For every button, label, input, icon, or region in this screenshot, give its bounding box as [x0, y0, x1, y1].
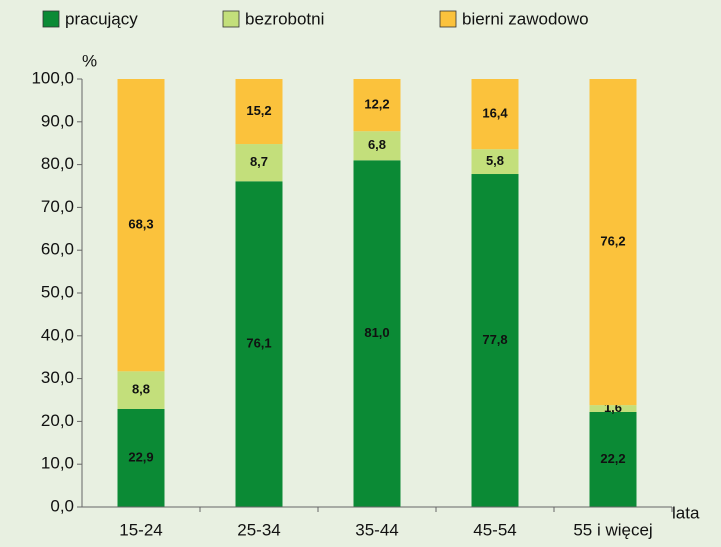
y-tick-label: 0,0 — [50, 496, 74, 515]
data-label: 12,2 — [364, 97, 389, 112]
legend-label: bezrobotni — [245, 9, 324, 28]
bar-segment — [117, 371, 165, 409]
y-tick-label: 70,0 — [41, 197, 74, 216]
bar-segment — [117, 79, 165, 372]
data-label: 76,2 — [600, 234, 625, 249]
y-tick-label: 40,0 — [41, 325, 74, 344]
data-label: 76,1 — [246, 336, 271, 351]
data-label: 16,4 — [482, 106, 508, 121]
y-tick-label: 20,0 — [41, 411, 74, 430]
data-label: 22,2 — [600, 451, 625, 466]
y-tick-label: 80,0 — [41, 154, 74, 173]
data-label: 77,8 — [482, 332, 507, 347]
bar-segment — [235, 181, 283, 508]
y-tick-label: 60,0 — [41, 240, 74, 259]
bar-segment — [589, 405, 637, 412]
y-axis-label: % — [82, 51, 97, 70]
y-tick-label: 30,0 — [41, 368, 74, 387]
x-tick-label: 55 i więcej — [573, 520, 652, 539]
bar-segment — [471, 79, 519, 150]
data-label: 68,3 — [128, 217, 153, 232]
x-axis-label: lata — [672, 503, 700, 522]
legend-label: pracujący — [65, 9, 138, 28]
bar-segment — [353, 160, 401, 507]
x-tick-label: 15-24 — [119, 520, 162, 539]
y-tick-label: 50,0 — [41, 282, 74, 301]
bar-segment — [589, 79, 637, 406]
bar-segment — [471, 149, 519, 175]
y-tick-label: 10,0 — [41, 454, 74, 473]
x-tick-label: 35-44 — [355, 520, 398, 539]
x-tick-label: 45-54 — [473, 520, 516, 539]
legend-swatch — [42, 10, 60, 28]
data-label: 5,8 — [486, 153, 504, 168]
bar-segment — [235, 79, 283, 145]
bar-segment — [471, 174, 519, 508]
bar-segment — [117, 408, 165, 507]
legend-swatch — [439, 10, 457, 28]
data-label: 15,2 — [246, 103, 271, 118]
bar-segment — [353, 131, 401, 161]
y-tick-label: 100,0 — [31, 68, 74, 87]
bar-segment — [353, 79, 401, 132]
data-label: 6,8 — [368, 137, 386, 152]
data-label: 8,8 — [132, 382, 150, 397]
bar-segment — [235, 144, 283, 182]
data-label: 8,7 — [250, 154, 268, 169]
bar-segment — [589, 411, 637, 507]
x-tick-label: 25-34 — [237, 520, 280, 539]
data-label: 81,0 — [364, 325, 389, 340]
y-tick-label: 90,0 — [41, 111, 74, 130]
legend-label: bierni zawodowo — [462, 9, 589, 28]
data-label: 22,9 — [128, 449, 153, 464]
legend-swatch — [222, 10, 240, 28]
